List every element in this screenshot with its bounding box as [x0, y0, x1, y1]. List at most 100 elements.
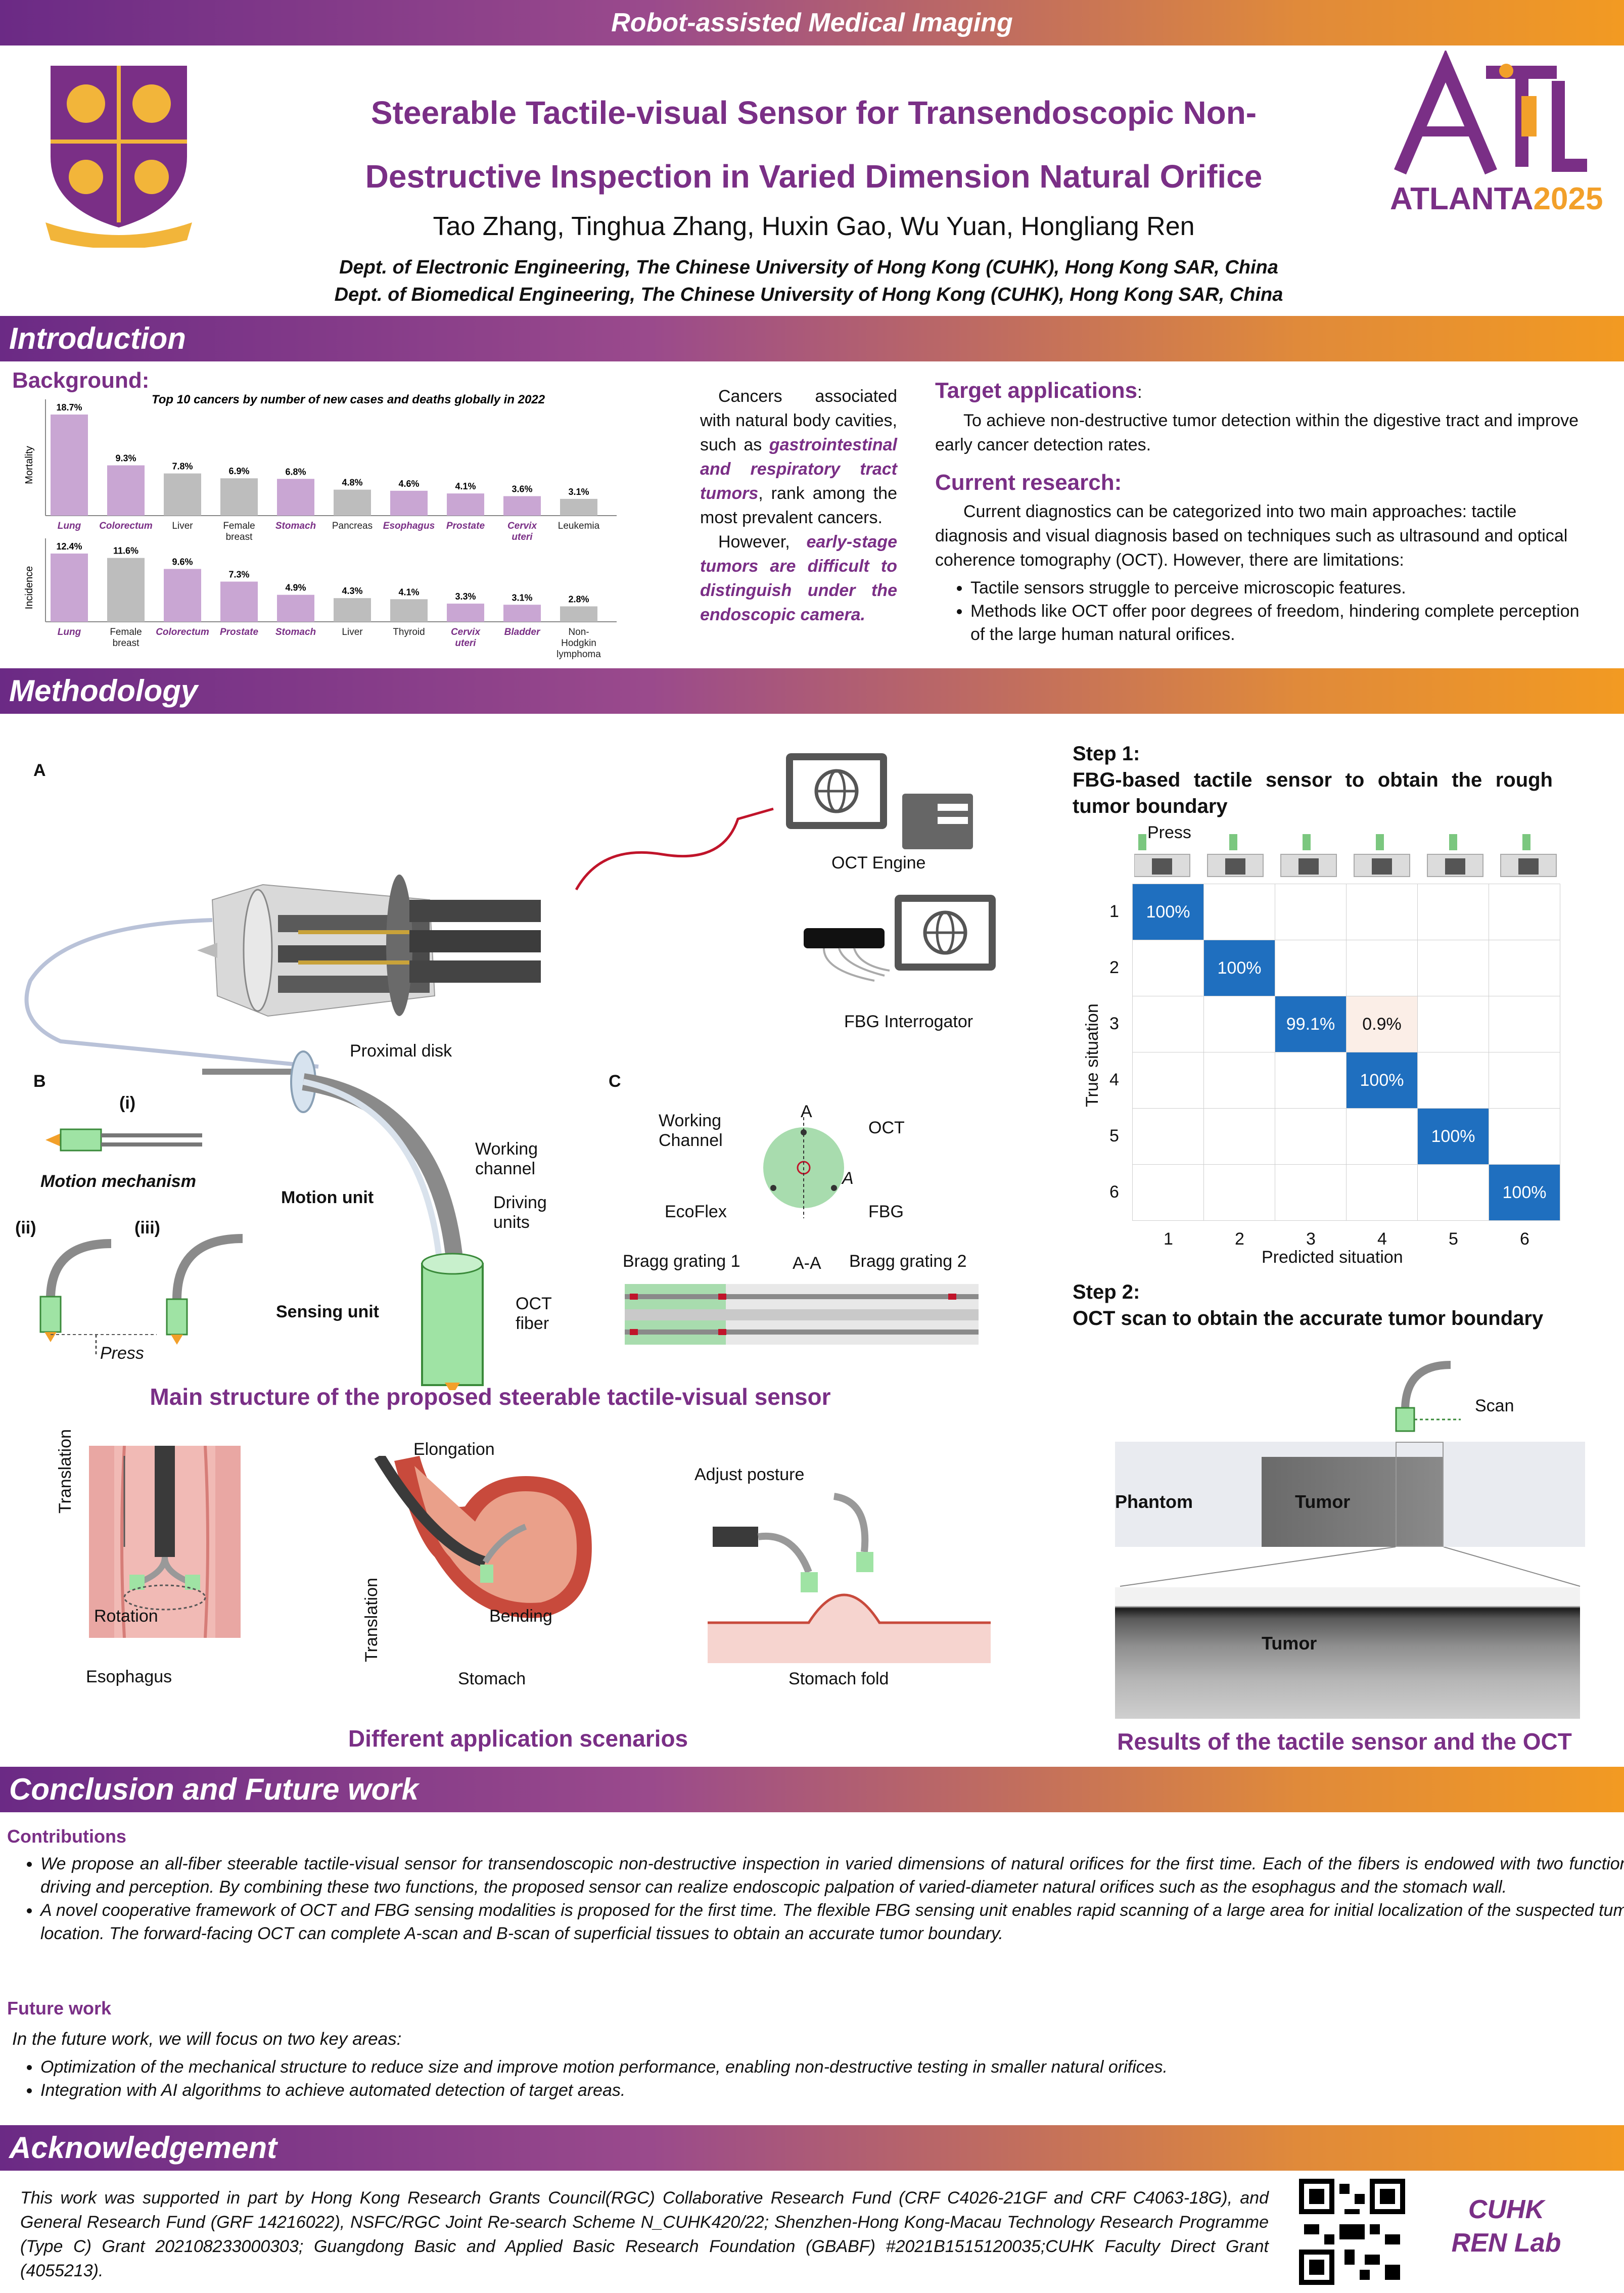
c-oct-label: OCT — [868, 1118, 905, 1137]
motion-unit-label: Motion unit — [281, 1188, 374, 1207]
title-line-1: Steerable Tactile-visual Sensor for Tran… — [370, 95, 1257, 131]
authors: Tao Zhang, Tinghua Zhang, Huxin Gao, Wu … — [433, 212, 1195, 241]
matrix-cell: 100% — [1489, 1164, 1560, 1221]
list-item: Optimization of the mechanical structure… — [40, 2055, 1624, 2079]
caption-results: Results of the tactile sensor and the OC… — [1117, 1728, 1572, 1755]
adjust-posture-label: Adjust posture — [694, 1465, 805, 1484]
matrix-cell — [1203, 1164, 1275, 1221]
chart-bar — [390, 599, 428, 622]
elongation-label: Elongation — [413, 1440, 495, 1459]
chart-data-label: 6.9% — [228, 466, 249, 476]
table-row: 100% — [1132, 884, 1560, 940]
caption-main-structure: Main structure of the proposed steerable… — [150, 1384, 831, 1410]
confusion-matrix: 100% 100% 99.1% 0.9% 100% 100% 100% — [1132, 884, 1560, 1221]
press-icons-row — [1134, 834, 1557, 877]
chart-tick-label: Lung — [58, 521, 81, 531]
chart-bar — [503, 605, 541, 622]
conference-year: 2025 — [1533, 181, 1603, 216]
chart-bar — [164, 473, 201, 516]
chart-tick-label: Thyroid — [393, 627, 425, 637]
target-text: To achieve non-destructive tumor detecti… — [935, 411, 1579, 454]
matrix-cell: 0.9% — [1346, 996, 1418, 1052]
chart-tick-label: Bladder — [504, 627, 541, 637]
chart-data-label: 9.3% — [115, 453, 136, 464]
chart-data-label: 4.1% — [455, 481, 476, 491]
cuhk-logo — [35, 56, 202, 249]
sensing-unit-label: Sensing unit — [276, 1302, 379, 1321]
step1-press-label: Press — [1147, 823, 1191, 842]
c-fbg-label: FBG — [868, 1202, 904, 1221]
chart-data-label: 2.8% — [568, 594, 589, 605]
phantom-label: Phantom — [1115, 1491, 1193, 1512]
step1-block: Step 1: FBG-based tactile sensor to obta… — [1073, 741, 1553, 819]
chart-tick-label: breast — [113, 638, 140, 649]
caption-scenarios: Different application scenarios — [348, 1725, 688, 1752]
oct-cable — [575, 807, 774, 891]
motion-mechanism-label: Motion mechanism — [40, 1172, 196, 1191]
y-tick-label: 6 — [1109, 1182, 1119, 1202]
matrix-cell: 100% — [1417, 1108, 1489, 1165]
section-conclusion: Conclusion and Future work — [0, 1767, 1624, 1812]
chart-bar — [51, 415, 88, 516]
cancer-bar-charts: Top 10 cancers by number of new cases an… — [24, 393, 617, 660]
matrix-cell: 100% — [1132, 884, 1204, 940]
fig-c-label: C — [609, 1072, 621, 1091]
c-ecoflex-label: EcoFlex — [665, 1202, 727, 1221]
esophagus-label: Esophagus — [86, 1667, 172, 1686]
translation-label-esophagus: Translation — [56, 1429, 75, 1514]
y-tick-label: 5 — [1109, 1126, 1119, 1145]
chart-tick-label: Female — [223, 521, 255, 531]
contributions-heading: Contributions — [7, 1826, 126, 1847]
chart-tick-label: Lung — [58, 627, 81, 637]
chart-bar — [107, 558, 145, 622]
future-intro: In the future work, we will focus on two… — [12, 2029, 402, 2049]
chart-data-label: 3.1% — [568, 487, 589, 497]
target-heading: Target applications — [935, 378, 1138, 403]
chart-tick-label: Stomach — [275, 521, 316, 531]
fig-a-label: A — [33, 761, 46, 780]
matrix-cell — [1132, 996, 1204, 1052]
chart-tick-label: Non- — [568, 627, 589, 637]
bragg-grating-1-label: Bragg grating 1 — [623, 1252, 740, 1271]
y-tick-label: 4 — [1109, 1070, 1119, 1089]
step1-text: FBG-based tactile sensor to obtain the r… — [1073, 769, 1553, 817]
chart-tick-label: Colorectum — [99, 521, 153, 531]
chart-tick-label: breast — [226, 532, 253, 542]
esophagus-illustration — [89, 1446, 241, 1638]
matrix-cell — [1203, 996, 1275, 1052]
chart-data-label: 7.8% — [172, 462, 193, 472]
chart-bar — [277, 594, 314, 622]
y-tick-label: 2 — [1109, 958, 1119, 977]
cross-section-illustration — [763, 1117, 844, 1218]
list-item: Methods like OCT offer poor degrees of f… — [970, 600, 1592, 646]
stomach-illustration — [374, 1456, 592, 1618]
chart-data-label: 4.9% — [285, 583, 306, 593]
chart-tick-label: Colorectum — [156, 627, 209, 637]
tumor-label-phantom: Tumor — [1295, 1491, 1351, 1512]
target-colon: : — [1137, 383, 1142, 402]
intro-p1-emphasis: gastrointestinal and respiratory tract t… — [700, 435, 897, 503]
chart-tick-label: Esophagus — [383, 521, 435, 531]
contributions-list: We propose an all-fiber steerable tactil… — [5, 1852, 1624, 1945]
section-aa-label: A-A — [793, 1254, 821, 1273]
intro-right-column: Target applications: To achieve non-dest… — [935, 378, 1592, 646]
x-tick-label: 3 — [1306, 1229, 1316, 1249]
future-list: Optimization of the mechanical structure… — [5, 2055, 1624, 2102]
scan-region — [1396, 1442, 1444, 1547]
matrix-cell — [1417, 996, 1489, 1052]
intro-p2-emphasis: early-stage tumors are difficult to dist… — [700, 532, 897, 624]
intro-middle-text: Cancers associated with natural body cav… — [700, 384, 897, 627]
list-item: Integration with AI algorithms to achiev… — [40, 2079, 1624, 2102]
confusion-xlabel: Predicted situation — [1262, 1248, 1403, 1267]
matrix-cell — [1489, 1052, 1560, 1109]
lab-line-1: CUHK — [1468, 2195, 1545, 2224]
affiliation-1: Dept. of Electronic Engineering, The Chi… — [339, 257, 1278, 278]
oct-bscan-image — [1115, 1587, 1580, 1719]
chart-bar — [390, 490, 428, 516]
top-banner: Robot-assisted Medical Imaging — [0, 0, 1624, 45]
conference-logo: ATLANTA2025 — [1370, 49, 1603, 217]
matrix-cell: 99.1% — [1275, 996, 1347, 1052]
x-tick-label: 1 — [1164, 1229, 1173, 1249]
step1-title: Step 1: — [1073, 743, 1140, 765]
stomach-label: Stomach — [458, 1669, 526, 1688]
